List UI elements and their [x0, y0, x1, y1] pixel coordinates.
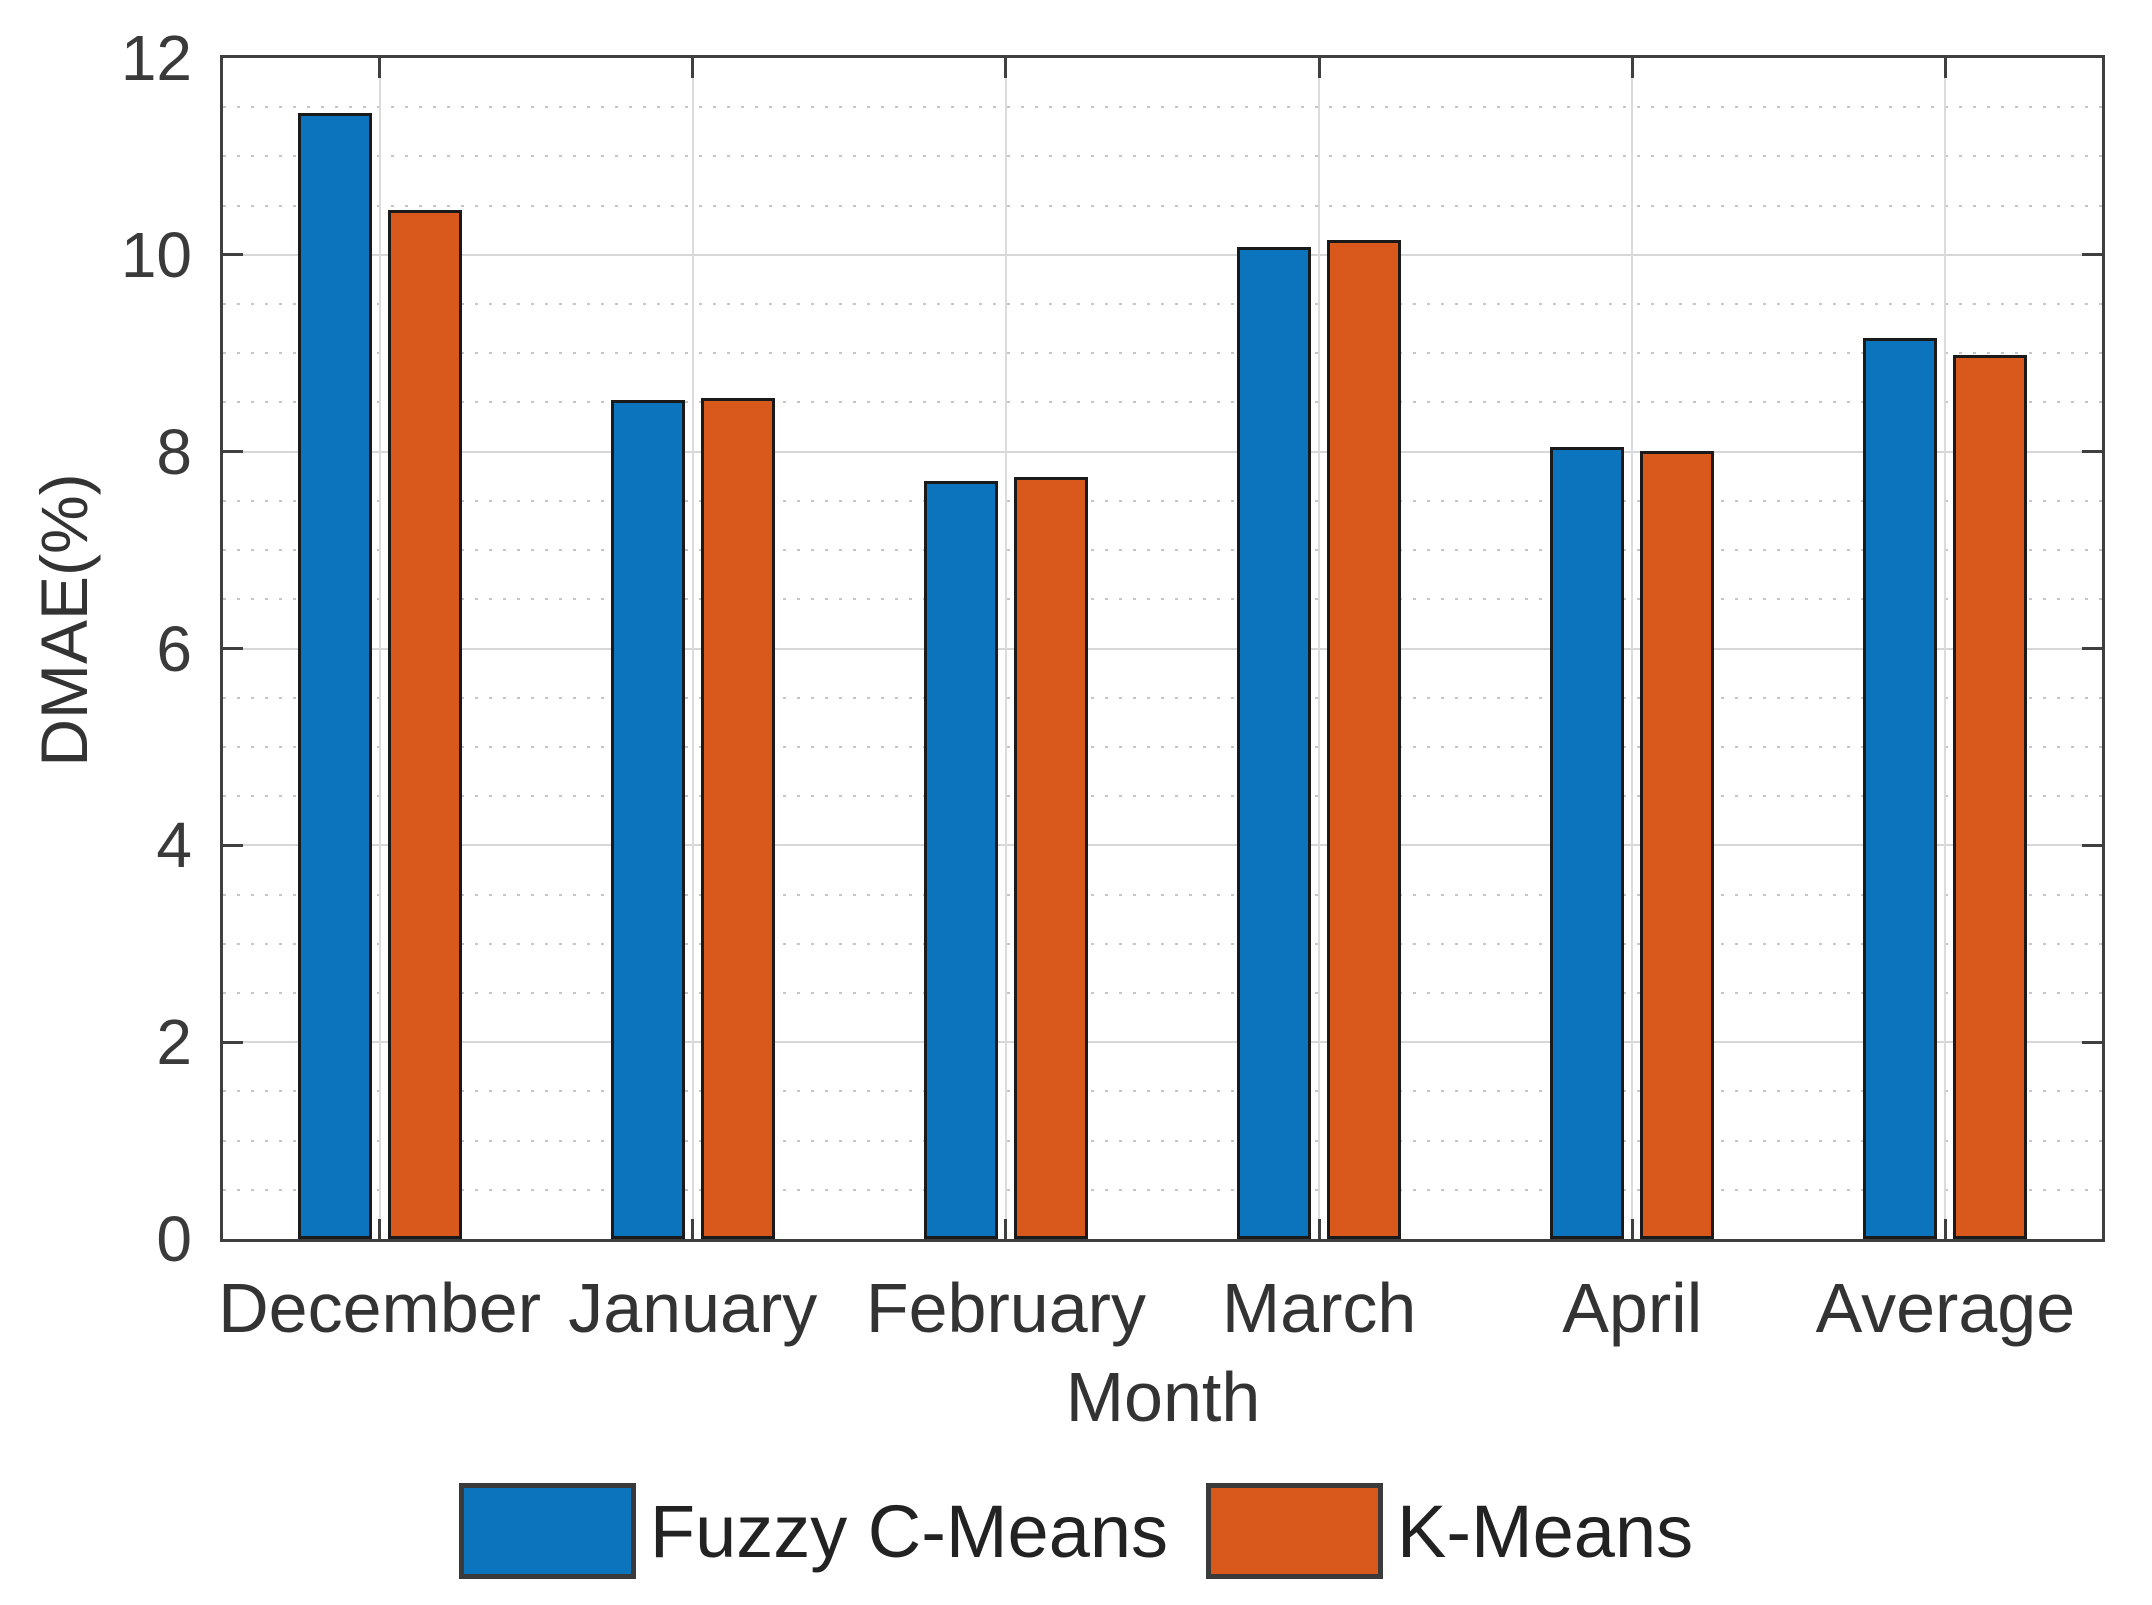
- gridline-major-horizontal: [223, 844, 2102, 847]
- bar-fuzzy-c-means-march: [1237, 246, 1312, 1239]
- gridline-vertical: [378, 58, 381, 1239]
- gridline-minor-horizontal: [223, 598, 2102, 601]
- y-tick-left: [223, 843, 243, 847]
- gridline-major-horizontal: [223, 450, 2102, 453]
- y-tick-right: [2082, 1040, 2102, 1044]
- y-tick-label-8: 8: [156, 415, 192, 488]
- x-tick-top: [1317, 58, 1321, 78]
- bar-k-means-average: [1953, 355, 2028, 1239]
- legend-label-k-means: K-Means: [1397, 1489, 1694, 1573]
- gridline-minor-horizontal: [223, 303, 2102, 306]
- y-tick-label-4: 4: [156, 809, 192, 882]
- gridline-vertical: [1631, 58, 1634, 1239]
- bar-k-means-december: [387, 209, 462, 1239]
- bar-fuzzy-c-means-january: [610, 399, 685, 1239]
- gridline-minor-horizontal: [223, 1139, 2102, 1142]
- bar-fuzzy-c-means-average: [1863, 337, 1938, 1239]
- gridline-major-horizontal: [223, 253, 2102, 256]
- plot-area: [220, 55, 2105, 1242]
- y-tick-left: [223, 253, 243, 257]
- bar-fuzzy-c-means-december: [297, 113, 372, 1239]
- gridline-minor-horizontal: [223, 696, 2102, 699]
- gridline-minor-horizontal: [223, 155, 2102, 158]
- gridline-vertical: [1318, 58, 1321, 1239]
- bar-k-means-january: [700, 397, 775, 1239]
- gridline-minor-horizontal: [223, 401, 2102, 404]
- x-tick-bottom: [691, 1219, 695, 1239]
- x-tick-label-january: January: [568, 1269, 818, 1347]
- gridline-major-horizontal: [223, 647, 2102, 650]
- gridline-minor-horizontal: [223, 795, 2102, 798]
- gridline-vertical: [1944, 58, 1947, 1239]
- bar-k-means-february: [1013, 477, 1088, 1239]
- legend: Fuzzy C-Means K-Means: [0, 1483, 2152, 1579]
- y-tick-right: [2082, 450, 2102, 454]
- gridline-minor-horizontal: [223, 745, 2102, 748]
- x-tick-label-february: February: [865, 1269, 1146, 1347]
- bar-fuzzy-c-means-april: [1550, 446, 1625, 1239]
- gridline-minor-horizontal: [223, 352, 2102, 355]
- gridline-minor-horizontal: [223, 942, 2102, 945]
- gridline-minor-horizontal: [223, 1090, 2102, 1093]
- legend-swatch-k-means: [1206, 1483, 1383, 1579]
- y-tick-left: [223, 647, 243, 650]
- legend-swatch-fuzzy-c-means: [458, 1483, 636, 1579]
- y-tick-label-6: 6: [156, 612, 192, 685]
- gridline-vertical: [691, 58, 694, 1239]
- legend-item-fuzzy-c-means: Fuzzy C-Means: [458, 1483, 1168, 1579]
- y-tick-label-10: 10: [120, 218, 192, 291]
- x-tick-top: [1004, 58, 1008, 78]
- x-tick-label-average: Average: [1815, 1269, 2076, 1347]
- x-tick-label-march: March: [1221, 1269, 1417, 1347]
- legend-item-k-means: K-Means: [1206, 1483, 1693, 1579]
- x-tick-top: [1630, 58, 1634, 78]
- y-tick-right: [2082, 647, 2102, 650]
- gridline-major-horizontal: [223, 1041, 2102, 1044]
- gridline-minor-horizontal: [223, 499, 2102, 502]
- y-tick-left: [223, 450, 243, 454]
- x-tick-bottom: [1317, 1219, 1321, 1239]
- x-tick-bottom: [378, 1219, 382, 1239]
- x-tick-label-april: April: [1562, 1269, 1703, 1347]
- gridline-minor-horizontal: [223, 991, 2102, 994]
- y-tick-left: [223, 1040, 243, 1044]
- gridline-minor-horizontal: [223, 1188, 2102, 1191]
- bar-k-means-april: [1640, 450, 1715, 1239]
- legend-label-fuzzy-c-means: Fuzzy C-Means: [649, 1489, 1168, 1573]
- x-tick-bottom: [1004, 1219, 1008, 1239]
- x-axis-title: Month: [1065, 1358, 1261, 1436]
- y-tick-label-12: 12: [120, 22, 192, 94]
- gridline-minor-horizontal: [223, 106, 2102, 109]
- y-tick-right: [2082, 843, 2102, 847]
- bar-k-means-march: [1327, 240, 1402, 1239]
- x-tick-top: [378, 58, 382, 78]
- x-tick-top: [691, 58, 695, 78]
- x-tick-label-december: December: [218, 1269, 542, 1347]
- gridline-minor-horizontal: [223, 893, 2102, 896]
- y-tick-right: [2082, 253, 2102, 257]
- gridline-minor-horizontal: [223, 204, 2102, 207]
- y-tick-label-2: 2: [156, 1006, 192, 1079]
- x-tick-top: [1943, 58, 1947, 78]
- gridline-minor-horizontal: [223, 549, 2102, 552]
- x-tick-bottom: [1630, 1219, 1634, 1239]
- gridline-vertical: [1004, 58, 1007, 1239]
- y-tick-label-0: 0: [156, 1203, 192, 1275]
- x-tick-bottom: [1943, 1219, 1947, 1239]
- bar-fuzzy-c-means-february: [923, 481, 998, 1239]
